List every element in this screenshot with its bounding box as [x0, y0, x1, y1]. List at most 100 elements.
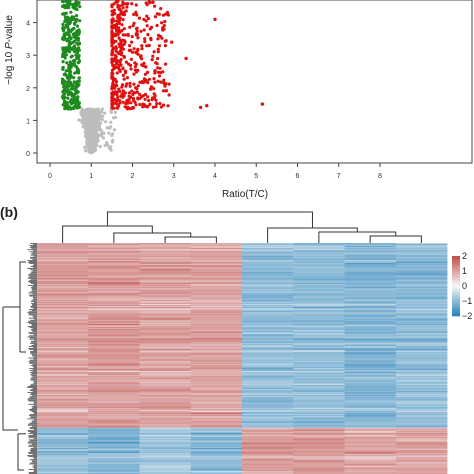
heatmap-cell: [395, 274, 448, 276]
heatmap-cell: [139, 268, 192, 270]
heatmap-cell: [395, 380, 448, 382]
heatmap-cell: [242, 385, 294, 388]
heatmap-cell: [37, 333, 89, 335]
heatmap-cell: [395, 264, 448, 266]
heatmap-cell: [344, 287, 397, 289]
heatmap-cell: [88, 248, 140, 250]
heatmap-cell: [293, 385, 345, 388]
data-point-up: [163, 44, 167, 48]
data-point-up: [118, 16, 122, 20]
heatmap-cell: [139, 320, 192, 323]
heatmap-cell: [37, 312, 89, 314]
heatmap-cell: [37, 311, 89, 313]
legend-swatch: [452, 277, 460, 279]
heatmap-cell: [344, 387, 397, 390]
data-point-up: [156, 50, 160, 54]
heatmap-cell: [344, 470, 397, 473]
data-point-down: [66, 107, 70, 111]
heatmap-cell: [190, 296, 243, 298]
heatmap-cell: [190, 407, 243, 410]
data-point-up: [127, 91, 131, 95]
heatmap-cell: [395, 361, 448, 364]
heatmap-cell: [293, 454, 345, 456]
heatmap-cell: [344, 337, 397, 339]
data-point-up: [131, 50, 135, 54]
heatmap-cell: [395, 245, 448, 247]
heatmap-cell: [344, 394, 397, 396]
heatmap-cell: [242, 404, 294, 407]
data-point-up: [110, 44, 114, 48]
heatmap-cell: [88, 279, 140, 282]
heatmap-cell: [190, 304, 243, 307]
heatmap-cell: [88, 443, 140, 445]
data-point-up: [161, 89, 166, 93]
data-point-down: [68, 76, 72, 80]
heatmap-cell: [88, 245, 140, 247]
data-point-ns: [109, 148, 113, 152]
heatmap-cell: [395, 280, 448, 283]
heatmap-cell: [139, 325, 192, 328]
heatmap-cell: [190, 327, 243, 329]
x-tick-label: 8: [378, 173, 382, 180]
heatmap-cell: [37, 422, 89, 424]
heatmap-cell: [293, 307, 345, 309]
heatmap-cell: [139, 291, 192, 293]
heatmap-cell: [190, 253, 243, 255]
data-point-up: [162, 81, 166, 85]
heatmap-cell: [190, 272, 243, 274]
heatmap-cell: [37, 412, 89, 414]
heatmap-cell: [139, 394, 192, 396]
heatmap-cell: [293, 281, 345, 284]
heatmap-cell: [37, 343, 89, 346]
heatmap-cell: [190, 397, 243, 399]
heatmap-cell: [293, 463, 345, 465]
heatmap-cell: [37, 363, 89, 366]
heatmap-cell: [88, 428, 140, 431]
heatmap-cell: [344, 280, 397, 283]
data-point-up: [116, 95, 120, 100]
data-point-up: [147, 43, 151, 48]
column-dendrogram: [62, 211, 422, 243]
heatmap-cell: [242, 432, 294, 434]
data-point-ns: [102, 131, 106, 135]
data-point-up: [116, 33, 120, 37]
data-point-up: [131, 92, 135, 97]
heatmap-cell: [190, 297, 243, 300]
heatmap-cell: [37, 324, 89, 327]
heatmap-cell: [293, 335, 345, 337]
heatmap-cell: [293, 430, 345, 433]
heatmap-cell: [293, 327, 345, 329]
heatmap-cell: [293, 356, 345, 358]
heatmap-cell: [293, 396, 345, 398]
heatmap-cell: [88, 307, 140, 309]
heatmap-cell: [139, 267, 192, 269]
heatmap-cell: [344, 443, 397, 445]
data-point-down: [73, 71, 77, 75]
heatmap-cell: [344, 471, 397, 474]
heatmap-cell: [139, 472, 192, 474]
heatmap-cell: [344, 292, 397, 294]
heatmap-cell: [190, 290, 243, 292]
heatmap-cell: [344, 248, 397, 250]
heatmap-cell: [242, 396, 294, 398]
heatmap-cell: [190, 356, 243, 358]
heatmap-cell: [37, 351, 89, 353]
heatmap-cell: [37, 354, 89, 356]
heatmap-cell: [88, 440, 140, 442]
data-point-up: [123, 91, 127, 95]
heatmap-cell: [344, 295, 397, 297]
heatmap-cell: [88, 444, 140, 447]
data-point-up: [138, 92, 142, 96]
data-point-up: [145, 24, 149, 28]
heatmap-cell: [242, 408, 294, 411]
data-point-ns: [90, 135, 94, 139]
data-point-up: [164, 12, 168, 16]
heatmap-cell: [139, 428, 192, 431]
heatmap-cell: [242, 278, 294, 281]
heatmap-cell: [344, 304, 397, 307]
heatmap-cell: [293, 289, 345, 291]
heatmap-cell: [37, 357, 89, 359]
heatmap-cell: [344, 272, 397, 274]
data-point-up: [143, 72, 147, 76]
heatmap-cell: [88, 396, 140, 398]
